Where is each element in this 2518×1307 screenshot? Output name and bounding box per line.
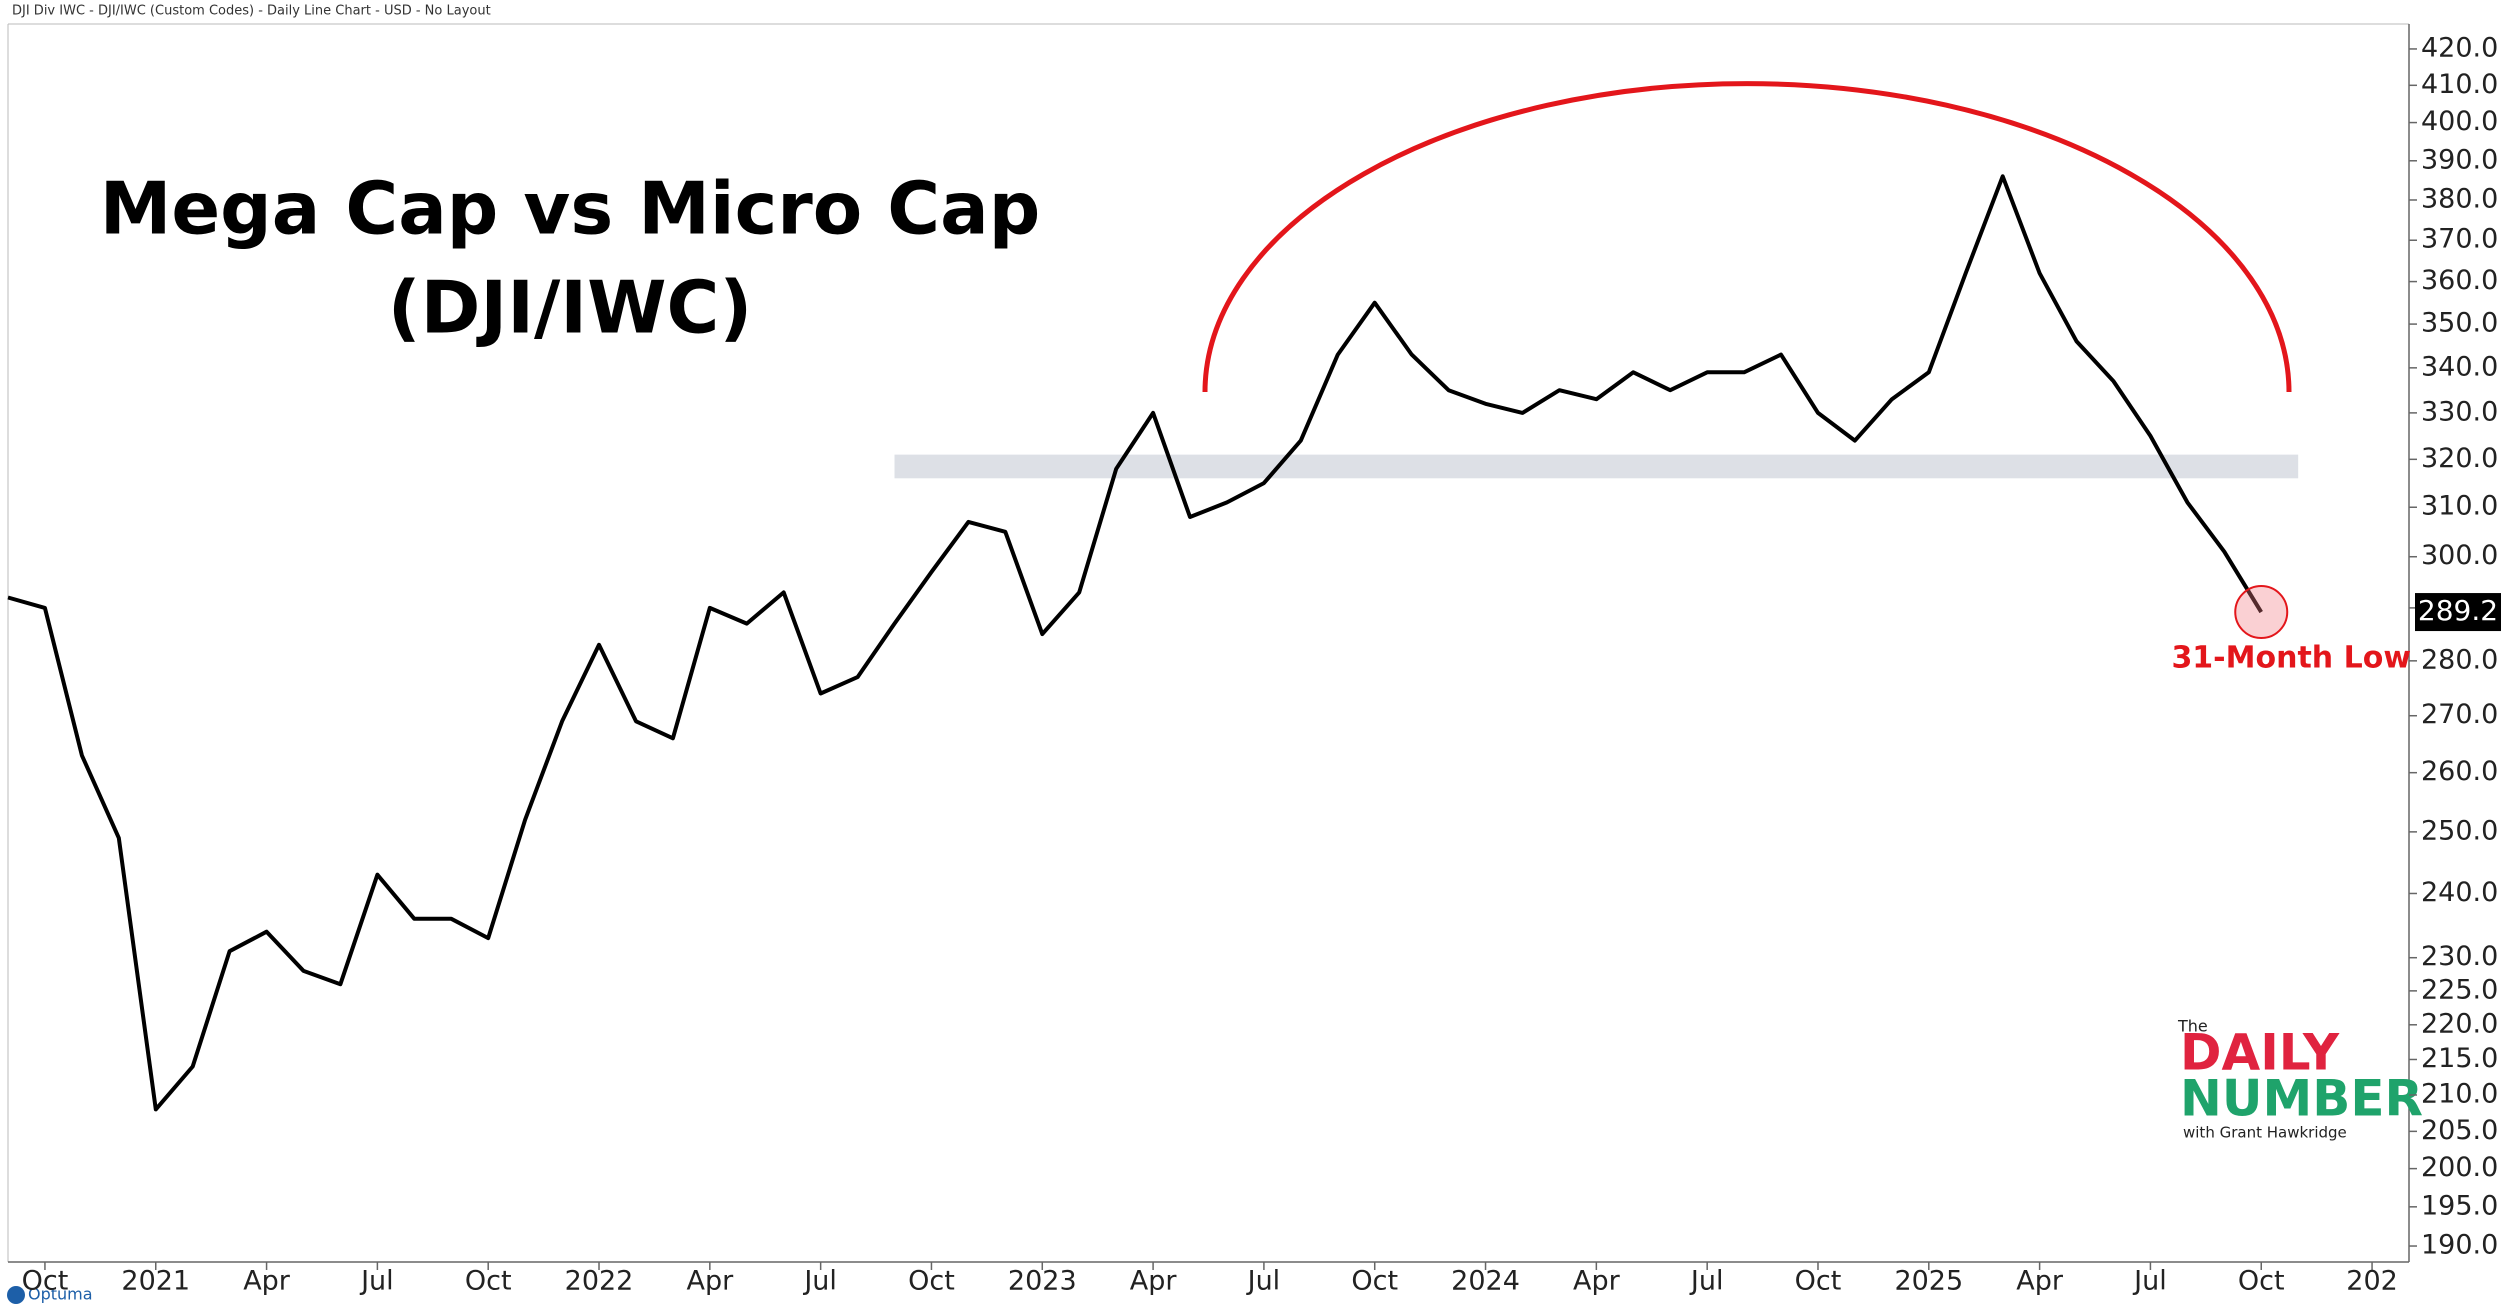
y-tick-label: 280.0 <box>2421 644 2498 675</box>
x-tick-label: Apr <box>1130 1266 1178 1297</box>
x-tick-label: Oct <box>1351 1266 1398 1297</box>
low-marker <box>2234 585 2289 640</box>
header: DJI Div IWC - DJI/IWC (Custom Codes) - D… <box>12 4 491 19</box>
logo-byline: with Grant Hawkridge <box>2183 1124 2347 1142</box>
y-tick-label: 220.0 <box>2421 1008 2498 1039</box>
x-tick-label: Oct <box>1795 1266 1842 1297</box>
y-tick-label: 215.0 <box>2421 1043 2498 1074</box>
y-tick-label: 390.0 <box>2421 144 2498 175</box>
x-tick-label: Apr <box>1573 1266 1621 1297</box>
x-tick-label: 202 <box>2346 1266 2398 1297</box>
y-tick-label: 360.0 <box>2421 265 2498 296</box>
x-tick-label: Jul <box>359 1266 394 1297</box>
y-tick-label: 225.0 <box>2421 974 2498 1005</box>
arc-annotation <box>1202 80 2292 393</box>
x-tick-label: 2023 <box>1008 1266 1077 1297</box>
y-tick-label: 300.0 <box>2421 540 2498 571</box>
x-tick-label: Oct <box>465 1266 512 1297</box>
y-tick-label: 260.0 <box>2421 756 2498 787</box>
y-tick-label: 190.0 <box>2421 1230 2498 1261</box>
y-tick-label: 310.0 <box>2421 491 2498 522</box>
y-tick-label: 230.0 <box>2421 941 2498 972</box>
y-tick-label: 270.0 <box>2421 699 2498 730</box>
price-line <box>7 174 2263 1112</box>
x-tick-label: Oct <box>908 1266 955 1297</box>
logo-daily: DAILY <box>2180 1024 2340 1082</box>
platform-icon <box>7 1286 25 1304</box>
logo-number: NUMBER <box>2180 1070 2423 1128</box>
y-tick-label: 340.0 <box>2421 351 2498 382</box>
last-value-label: 289.2 <box>2418 594 2498 627</box>
y-tick-label: 320.0 <box>2421 443 2498 474</box>
x-tick-label: Apr <box>243 1266 291 1297</box>
y-tick-label: 350.0 <box>2421 308 2498 339</box>
logo-the: The <box>2177 1017 2208 1036</box>
x-tick-label: Apr <box>686 1266 734 1297</box>
resistance-band <box>894 454 2299 479</box>
x-tick-label: Oct <box>22 1266 69 1297</box>
chart-title: Mega Cap vs Micro Cap <box>100 167 1041 251</box>
y-tick-label: 195.0 <box>2421 1190 2498 1221</box>
y-tick-label: 370.0 <box>2421 224 2498 255</box>
x-tick-label: Jul <box>2132 1266 2167 1297</box>
x-tick-label: 2024 <box>1451 1266 1520 1297</box>
y-tick-label: 205.0 <box>2421 1115 2498 1146</box>
x-tick-label: 2025 <box>1894 1266 1963 1297</box>
x-tick-label: Oct <box>2238 1266 2285 1297</box>
x-tick-label: 2022 <box>565 1266 634 1297</box>
last-value-tag <box>2415 593 2501 632</box>
y-tick-label: 210.0 <box>2421 1078 2498 1109</box>
y-tick-label: 410.0 <box>2421 69 2498 100</box>
y-tick-label: 200.0 <box>2421 1152 2498 1183</box>
x-tick-label: Jul <box>802 1266 837 1297</box>
annotation: 31-Month Low <box>2171 641 2411 676</box>
x-tick-label: 2021 <box>121 1266 190 1297</box>
y-tick-label: 420.0 <box>2421 32 2498 63</box>
y-tick-label: 240.0 <box>2421 877 2498 908</box>
x-tick-label: Jul <box>1689 1266 1724 1297</box>
y-tick-label: 250.0 <box>2421 815 2498 846</box>
x-tick-label: Apr <box>2016 1266 2064 1297</box>
logo: The DAILY NUMBER with Grant Hawkridge <box>2177 1017 2423 1142</box>
chart-subtitle: (DJI/IWC) <box>388 266 753 350</box>
y-tick-label: 330.0 <box>2421 396 2498 427</box>
platform-name: Optuma <box>28 1285 93 1304</box>
x-tick-label: Jul <box>1246 1266 1281 1297</box>
y-tick-label: 400.0 <box>2421 106 2498 137</box>
y-tick-label: 380.0 <box>2421 183 2498 214</box>
